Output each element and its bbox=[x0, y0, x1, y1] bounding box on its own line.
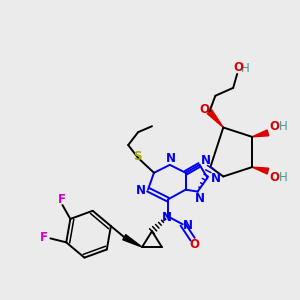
Polygon shape bbox=[252, 167, 269, 174]
Text: N: N bbox=[200, 154, 211, 167]
Text: N: N bbox=[166, 152, 176, 165]
Text: O: O bbox=[269, 170, 279, 184]
Text: H: H bbox=[278, 120, 287, 134]
Text: N: N bbox=[194, 192, 205, 205]
Text: F: F bbox=[57, 193, 65, 206]
Text: H: H bbox=[278, 170, 287, 184]
Polygon shape bbox=[252, 130, 269, 137]
Text: S: S bbox=[133, 150, 141, 164]
Text: O: O bbox=[200, 103, 209, 116]
Text: O: O bbox=[190, 238, 200, 250]
Text: N: N bbox=[162, 211, 172, 224]
Text: O: O bbox=[269, 120, 279, 134]
Text: O: O bbox=[233, 61, 243, 74]
Text: H: H bbox=[241, 61, 250, 74]
Polygon shape bbox=[207, 110, 223, 128]
Text: N: N bbox=[210, 172, 220, 185]
Text: N: N bbox=[183, 219, 193, 232]
Polygon shape bbox=[123, 235, 142, 247]
Text: N: N bbox=[136, 184, 146, 197]
Text: F: F bbox=[39, 231, 47, 244]
